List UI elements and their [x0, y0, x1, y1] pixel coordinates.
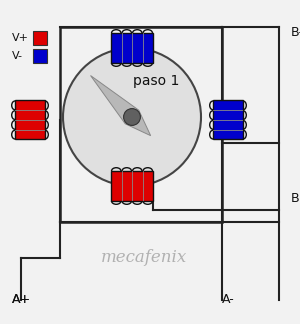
Text: V+: V+	[12, 33, 29, 43]
Bar	[111, 33, 153, 63]
Bar	[213, 100, 243, 140]
Text: A+: A+	[11, 293, 31, 306]
Bar	[111, 171, 153, 201]
Text: B-: B-	[291, 27, 300, 40]
Text: B+: B+	[291, 191, 300, 204]
Bar	[33, 31, 46, 45]
Text: mecafenix: mecafenix	[101, 249, 187, 267]
Circle shape	[124, 109, 140, 125]
Text: paso 1: paso 1	[133, 74, 179, 88]
Polygon shape	[91, 75, 151, 136]
Text: A-: A-	[222, 293, 234, 306]
Circle shape	[63, 48, 201, 186]
Bar	[60, 27, 222, 222]
Text: V-: V-	[12, 51, 23, 61]
Text: A+: A+	[11, 293, 31, 306]
Bar	[15, 100, 45, 140]
Bar	[33, 50, 46, 63]
